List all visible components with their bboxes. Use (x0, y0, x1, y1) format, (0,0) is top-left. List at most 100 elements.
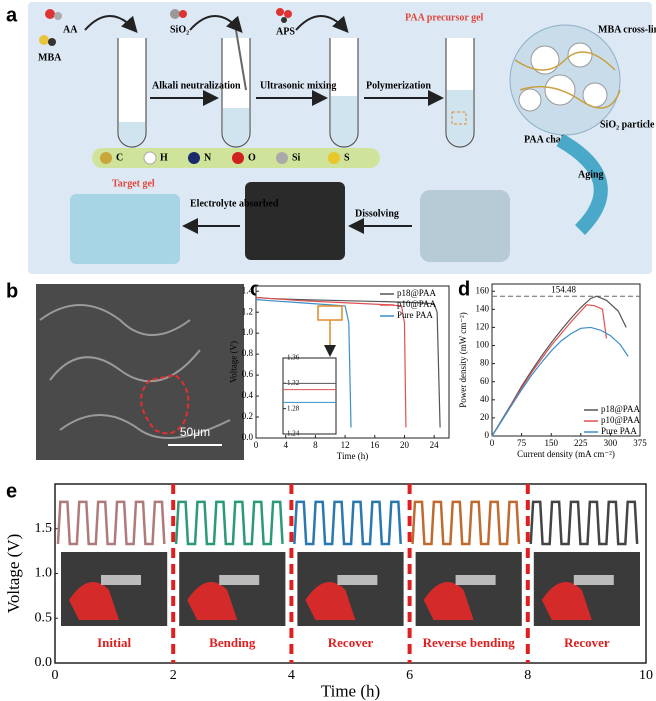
condition-label: Recover (328, 635, 374, 650)
highlight (140, 373, 190, 435)
y-tick-label: 1.0 (35, 566, 53, 581)
step-label: Electrolyte absorbed (190, 198, 279, 209)
step-label: Ultrasonic mixing (260, 80, 336, 91)
precursor-label: PAA precursor gel (405, 12, 484, 23)
x-tick-label: 24 (430, 440, 440, 450)
x-tick-label: 4 (283, 440, 288, 450)
y-tick-label: 0.4 (242, 390, 254, 400)
y-tick-label: 40 (480, 394, 490, 404)
panel-label: a (6, 4, 18, 26)
y-axis-label: Power density (mW cm⁻²) (458, 312, 468, 408)
x-tick-label: 0 (254, 440, 259, 450)
y-tick-label: 0.6 (242, 369, 254, 379)
y-tick-label: 140 (476, 303, 490, 313)
photo-item (455, 575, 496, 585)
y-tick-label: 1.0 (242, 327, 254, 337)
target-label: Target gel (112, 178, 155, 189)
series-line (491, 295, 627, 437)
series-line (529, 500, 639, 546)
y-tick-label: 0.2 (242, 411, 253, 421)
plot-frame (282, 357, 337, 435)
condition-label: Reverse bending (423, 635, 516, 650)
scale-label: 50μm (180, 425, 210, 439)
y-tick-label: 1.28 (287, 404, 300, 412)
y-axis-label: Voltage (V) (4, 534, 23, 613)
x-tick-label: 12 (341, 440, 350, 450)
x-tick-label: 20 (400, 440, 410, 450)
photo-clip (305, 582, 356, 620)
x-tick-label: 4 (288, 668, 295, 683)
step-label: Alkali neutralization (152, 80, 241, 91)
photo-item (219, 575, 260, 585)
y-tick-label: 0.8 (242, 348, 254, 358)
reagent: SiO₂ (170, 24, 189, 35)
network-label: SiO₂ particle (600, 119, 655, 130)
photo-clip (69, 582, 119, 620)
panel-label: b (6, 280, 18, 302)
atom: H (160, 152, 168, 163)
series-line (293, 500, 402, 546)
y-tick-label: 100 (476, 340, 490, 350)
series-line (411, 500, 521, 546)
legend-label: p10@PAA (601, 415, 640, 425)
x-tick-label: 10 (639, 668, 653, 683)
series-line (491, 326, 629, 437)
sem-pores (39, 304, 231, 439)
x-tick-label: 150 (544, 438, 558, 448)
aged-gel (420, 190, 510, 262)
legend-label: Pure PAA (601, 426, 637, 436)
x-tick-label: 75 (517, 438, 527, 448)
x-tick-label: 2 (170, 668, 177, 683)
photo-clip (541, 582, 592, 620)
aging-label: Aging (578, 169, 604, 180)
atom-dots (100, 151, 340, 165)
condition-label: Bending (209, 635, 256, 650)
step-label: Dissolving (355, 208, 399, 219)
network-label: PAA chain (524, 134, 570, 145)
panel-label: d (458, 278, 470, 300)
photo-item (101, 575, 141, 585)
plot-frame (491, 283, 641, 437)
atom: N (204, 152, 212, 163)
sem-image (36, 284, 244, 460)
panel-label: e (6, 480, 17, 502)
y-tick-label: 1.24 (287, 430, 300, 438)
reagent: APS (276, 26, 295, 37)
x-tick-label: 375 (633, 438, 647, 448)
step-label: Polymerization (366, 80, 431, 91)
x-tick-label: 8 (313, 440, 318, 450)
y-tick-label: 0 (485, 430, 490, 440)
atom: C (116, 152, 123, 163)
y-tick-label: 80 (480, 358, 490, 368)
y-tick-label: 0.0 (242, 432, 254, 442)
legend-label: p10@PAA (397, 299, 436, 309)
x-tick-label: 300 (604, 438, 618, 448)
aging-arrow (556, 133, 608, 235)
reagent: AA (63, 24, 78, 35)
x-tick-label: 8 (524, 668, 531, 683)
y-tick-label: 1.4 (242, 285, 254, 295)
network-label: MBA cross-linking (598, 24, 656, 35)
liquids (119, 90, 473, 146)
zoom-box (451, 111, 467, 125)
photo-clip (423, 582, 474, 620)
x-tick-label: 16 (370, 440, 380, 450)
x-axis-label: Time (h) (337, 451, 368, 461)
series-line (56, 500, 166, 546)
y-tick-label: 20 (480, 412, 490, 422)
curved-arrows (84, 15, 349, 33)
photo-item (337, 575, 378, 585)
y-tick-label: 0.0 (35, 655, 53, 670)
y-tick-label: 1.36 (287, 354, 300, 362)
atom: Si (292, 152, 301, 163)
legend-label: p18@PAA (601, 404, 640, 414)
x-axis-label: Current density (mA cm⁻²) (517, 449, 615, 459)
reference-label: 154.48 (551, 284, 576, 294)
x-axis-label: Time (h) (321, 681, 380, 700)
condition-label: Initial (97, 635, 131, 650)
condition-label: Recover (564, 635, 610, 650)
series-line (255, 296, 407, 428)
y-tick-label: 0.5 (35, 610, 53, 625)
y-tick-label: 1.5 (35, 521, 53, 536)
